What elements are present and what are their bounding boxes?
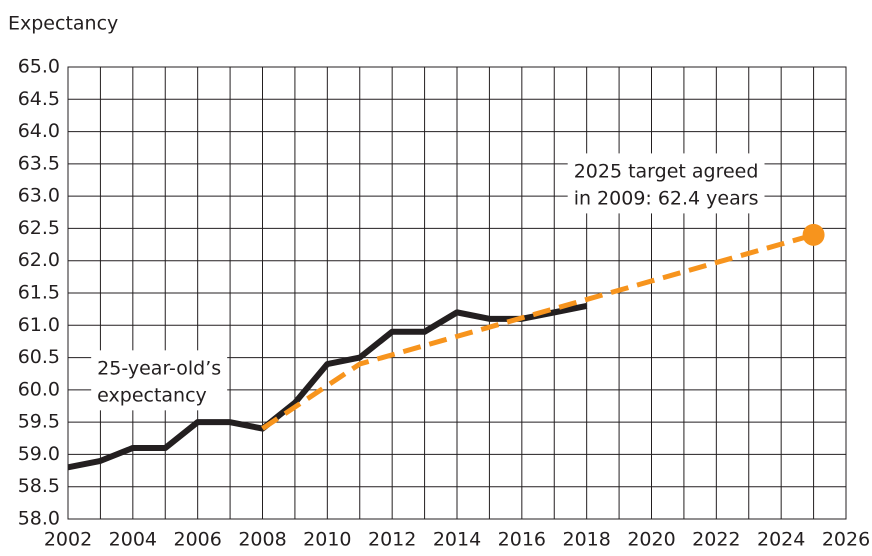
x-tick-label: 2024 (757, 529, 805, 551)
x-tick-label: 2012 (368, 529, 416, 551)
y-tick-label: 62.0 (18, 249, 60, 271)
x-tick-label: 2014 (433, 529, 481, 551)
target-line (261, 232, 815, 431)
x-tick-label: 2016 (498, 529, 546, 551)
annotation-box (567, 153, 765, 214)
y-tick-label: 59.0 (18, 443, 60, 465)
annotation: 25-year-old’s expectancy (91, 350, 228, 411)
annotation-text: in 2009: 62.4 years (574, 187, 759, 209)
x-tick-label: 2026 (822, 529, 870, 551)
y-tick-label: 64.0 (18, 120, 60, 142)
annotation-box (91, 350, 228, 411)
y-tick-label: 62.5 (18, 217, 60, 239)
x-tick-label: 2002 (44, 529, 92, 551)
y-tick-label: 61.5 (18, 282, 60, 304)
x-tick-label: 2004 (109, 529, 157, 551)
annotation: 2025 target agreed in 2009: 62.4 years (567, 153, 765, 214)
data-line (67, 302, 588, 471)
y-tick-label: 60.5 (18, 346, 60, 368)
y-tick-label: 61.0 (18, 314, 60, 336)
x-tick-label: 2020 (627, 529, 675, 551)
annotation-text: 2025 target agreed (574, 160, 759, 182)
x-tick-label: 2022 (692, 529, 740, 551)
x-tick-label: 2008 (238, 529, 286, 551)
annotation-text: 25-year-old’s (97, 357, 221, 379)
y-tick-label: 65.0 (18, 56, 60, 78)
target-marker (802, 223, 825, 246)
y-tick-label: 63.0 (18, 185, 60, 207)
y-axis-label: Expectancy (8, 13, 118, 35)
y-tick-label: 58.0 (18, 508, 60, 530)
x-tick-label: 2010 (303, 529, 351, 551)
x-tick-label: 2006 (173, 529, 221, 551)
y-tick-label: 60.0 (18, 378, 60, 400)
y-tick-label: 63.5 (18, 152, 60, 174)
y-tick-label: 59.5 (18, 411, 60, 433)
x-tick-label: 2018 (562, 529, 610, 551)
plot-border (67, 66, 847, 520)
y-tick-label: 58.5 (18, 475, 60, 497)
y-tick-label: 64.5 (18, 88, 60, 110)
annotation-text: expectancy (97, 384, 207, 406)
